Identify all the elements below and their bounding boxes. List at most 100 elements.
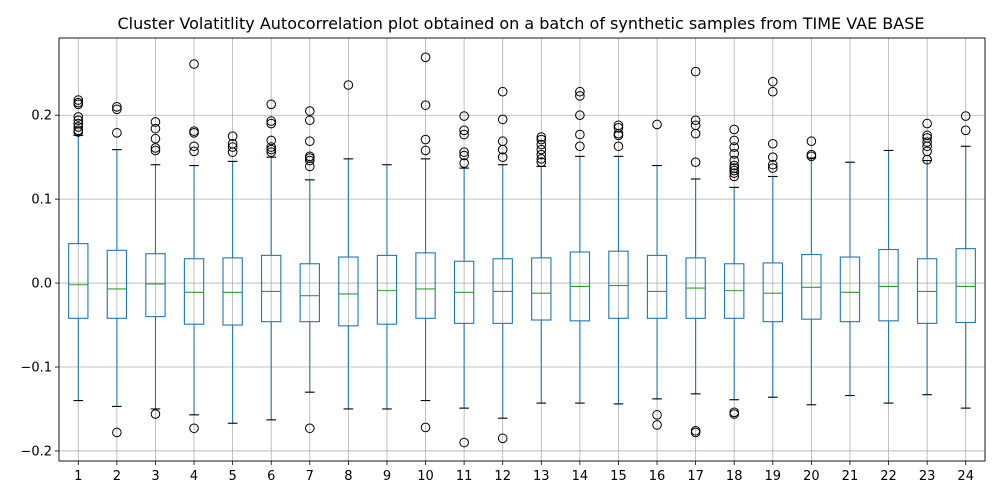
outlier-point xyxy=(420,134,431,145)
outlier-point xyxy=(575,129,585,140)
outlier-point xyxy=(459,437,469,448)
iqr-box xyxy=(839,256,861,323)
y-tick-label: 0.1 xyxy=(31,193,52,208)
outlier-point xyxy=(420,145,431,156)
box-24 xyxy=(955,111,976,409)
x-tick-label: 6 xyxy=(267,469,275,484)
outlier-point xyxy=(536,134,547,145)
outlier-point xyxy=(960,125,971,136)
outlier-point xyxy=(304,106,315,116)
outlier-point xyxy=(729,124,740,135)
box-16 xyxy=(646,119,668,430)
box-9 xyxy=(376,164,398,410)
outlier-point xyxy=(575,91,585,101)
outlier-point xyxy=(536,132,547,142)
outlier-point xyxy=(536,144,547,155)
outlier-point xyxy=(189,128,199,138)
y-tick-label: −0.1 xyxy=(20,361,52,376)
outlier-point xyxy=(73,99,84,110)
x-tick-label: 11 xyxy=(456,469,473,484)
outlier-point xyxy=(266,135,277,146)
outlier-point xyxy=(227,147,238,157)
outlier-point xyxy=(767,138,778,149)
iqr-box xyxy=(531,257,552,321)
x-tick-label: 10 xyxy=(417,469,434,484)
outlier-point xyxy=(806,136,817,147)
outlier-point xyxy=(150,123,161,134)
outlier-point xyxy=(575,86,585,97)
outlier-point xyxy=(690,66,701,77)
outlier-point xyxy=(150,145,161,156)
outlier-point xyxy=(922,130,932,141)
outlier-point xyxy=(304,136,315,147)
x-tick-label: 7 xyxy=(306,469,314,484)
outlier-point xyxy=(922,154,932,165)
outlier-point xyxy=(73,122,84,132)
plot-frame xyxy=(58,37,986,462)
outlier-point xyxy=(459,158,469,168)
box-20 xyxy=(801,136,822,406)
x-tick-label: 22 xyxy=(880,469,897,484)
x-tick-label: 2 xyxy=(113,469,121,484)
iqr-box xyxy=(646,254,668,319)
outlier-point xyxy=(536,154,547,164)
outlier-point xyxy=(112,427,122,438)
outlier-point xyxy=(459,150,469,161)
x-tick-label: 24 xyxy=(957,469,974,484)
outlier-point xyxy=(459,147,469,157)
outlier-point xyxy=(767,159,778,170)
outlier-point xyxy=(690,115,701,126)
x-tick-label: 1 xyxy=(74,469,82,484)
outlier-point xyxy=(459,111,469,121)
outlier-point xyxy=(266,99,277,110)
box-6 xyxy=(261,99,282,421)
x-tick-label: 16 xyxy=(649,469,666,484)
outlier-point xyxy=(459,129,469,140)
outlier-point xyxy=(729,409,740,419)
box-1 xyxy=(68,95,89,402)
outlier-point xyxy=(536,149,547,160)
outlier-point xyxy=(189,59,199,69)
box-19 xyxy=(762,76,783,398)
iqr-box xyxy=(376,254,398,325)
outlier-point xyxy=(266,147,277,157)
iqr-box xyxy=(415,252,436,319)
outlier-point xyxy=(767,76,778,87)
x-tick-label: 17 xyxy=(687,469,704,484)
box-23 xyxy=(916,118,938,396)
outlier-point xyxy=(922,118,932,129)
box-22 xyxy=(878,149,899,404)
x-tick-label: 4 xyxy=(190,469,198,484)
box-21 xyxy=(839,161,861,397)
outlier-point xyxy=(150,143,161,153)
outlier-point xyxy=(729,168,740,178)
outlier-point xyxy=(806,151,817,162)
outlier-point xyxy=(729,165,740,176)
iqr-box xyxy=(762,262,783,323)
outlier-point xyxy=(690,157,701,168)
box-11 xyxy=(453,111,475,448)
outlier-point xyxy=(613,130,624,141)
iqr-box xyxy=(299,263,320,323)
y-tick-label: 0.2 xyxy=(31,109,52,124)
outlier-point xyxy=(497,152,508,162)
x-tick-label: 3 xyxy=(151,469,159,484)
outlier-point xyxy=(729,155,740,166)
outlier-point xyxy=(960,111,971,121)
y-tick-label: 0.0 xyxy=(31,277,52,292)
outlier-point xyxy=(767,163,778,173)
box-4 xyxy=(183,59,205,434)
x-tick-label: 8 xyxy=(344,469,352,484)
outlier-point xyxy=(497,144,508,155)
outlier-point xyxy=(227,131,238,141)
outlier-point xyxy=(729,135,740,146)
outlier-point xyxy=(150,409,161,419)
outlier-point xyxy=(73,112,84,122)
outlier-point xyxy=(420,422,431,433)
outlier-point xyxy=(729,160,740,171)
box-12 xyxy=(492,86,513,444)
box-15 xyxy=(608,120,629,405)
iqr-box xyxy=(608,250,629,319)
outlier-point xyxy=(613,123,624,133)
